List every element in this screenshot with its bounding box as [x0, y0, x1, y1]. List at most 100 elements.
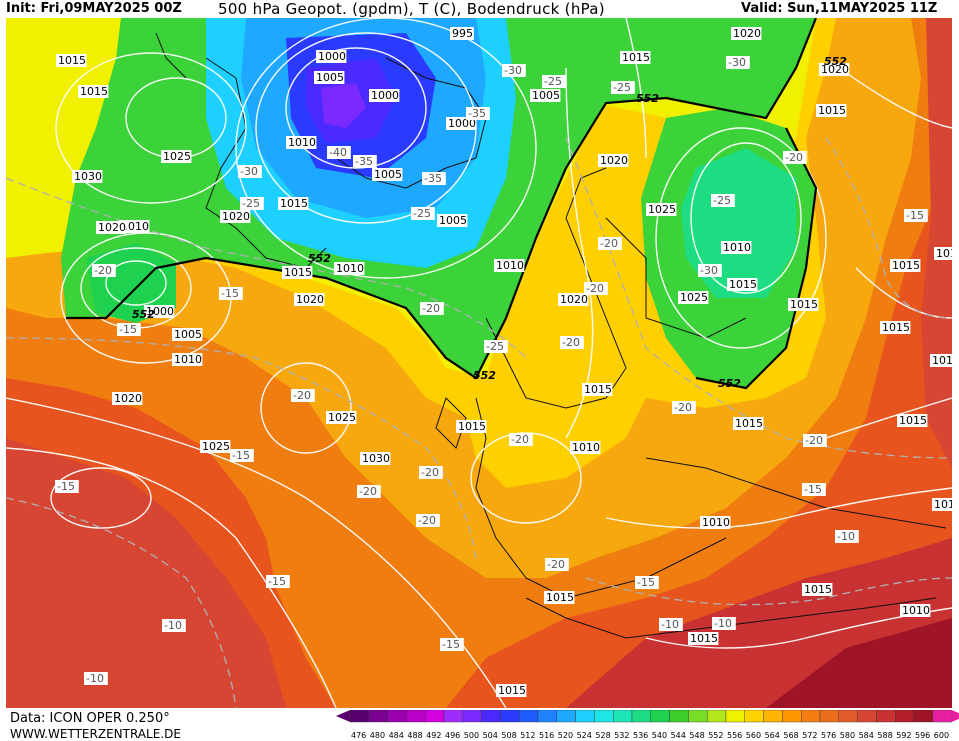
temperature-label: -15: [119, 323, 137, 336]
pressure-label: 1015: [284, 266, 312, 279]
scale-tick-label: 520: [558, 731, 573, 740]
temperature-label: -35: [468, 107, 486, 120]
pressure-label: 1020: [821, 63, 849, 76]
scale-tick-label: 544: [671, 731, 686, 740]
temperature-label: -20: [418, 514, 436, 527]
pressure-label-bg: [72, 170, 103, 183]
pressure-label: 1015: [622, 51, 650, 64]
temperature-label: -20: [359, 485, 377, 498]
geopotential-label: 552: [308, 252, 331, 265]
pressure-label: 1010: [572, 441, 600, 454]
website-credit: WWW.WETTERZENTRALE.DE: [10, 727, 181, 741]
pressure-label: 1010: [723, 241, 751, 254]
scale-tick-label: 508: [501, 731, 516, 740]
temperature-label: -25: [713, 194, 731, 207]
scale-swatch: [537, 710, 557, 723]
scale-swatch: [801, 710, 821, 723]
pressure-label: 1030: [362, 452, 390, 465]
scale-tick-label: 532: [614, 731, 629, 740]
temperature-label: -20: [547, 558, 565, 571]
scale-tick-label: 516: [539, 731, 554, 740]
scale-swatch: [725, 710, 745, 723]
temperature-label-bg: [230, 449, 254, 462]
scale-tick-label: 536: [633, 731, 648, 740]
temperature-label-bg: [92, 264, 116, 277]
pressure-label-bg: [172, 353, 203, 366]
temperature-label: -20: [293, 389, 311, 402]
scale-swatch: [594, 710, 614, 723]
pressure-label: 1010: [934, 498, 952, 511]
temperature-label: -10: [86, 672, 104, 685]
pressure-label: 1000: [318, 50, 346, 63]
temperature-label-bg: [711, 194, 735, 207]
temperature-label: -30: [504, 64, 522, 77]
pressure-label-bg: [688, 632, 719, 645]
scale-swatch: [707, 710, 727, 723]
pressure-label-bg: [56, 54, 87, 67]
pressure-label-bg: [890, 259, 921, 272]
scale-tick-label: 576: [821, 731, 836, 740]
geopotential-label: 552: [718, 377, 741, 390]
pressure-label: 995: [452, 27, 473, 40]
pressure-label: 1005: [174, 328, 202, 341]
pressure-label-bg: [802, 583, 833, 596]
temperature-label-bg: [420, 302, 444, 315]
temperature-label-bg: [783, 151, 807, 164]
pressure-label: 1000: [371, 89, 399, 102]
pressure-label-bg: [731, 27, 762, 40]
temperature-label: -35: [355, 155, 373, 168]
scale-tick-label: 504: [483, 731, 498, 740]
temperature-label-bg: [835, 530, 859, 543]
pressure-label-bg: [819, 63, 850, 76]
temperature-label-bg: [584, 282, 608, 295]
pressure-label: 1015: [690, 632, 718, 645]
temperature-label-bg: [416, 514, 440, 527]
pressure-label-bg: [172, 328, 203, 341]
scale-tick-label: 480: [370, 731, 385, 740]
pressure-label-bg: [678, 291, 709, 304]
temperature-label: -30: [728, 56, 746, 69]
pressure-label: 1015: [584, 383, 612, 396]
pressure-label: 1020: [98, 221, 126, 234]
pressure-label-bg: [932, 498, 952, 511]
pressure-label-bg: [494, 259, 525, 272]
pressure-label-bg: [646, 203, 677, 216]
temperature-label-bg: [466, 107, 490, 120]
temperature-label: -10: [714, 617, 732, 630]
scale-swatch: [500, 710, 520, 723]
pressure-label: 1015: [58, 54, 86, 67]
violet-core: [321, 83, 366, 128]
pressure-label-bg: [934, 247, 952, 260]
temperature-label: -15: [57, 480, 75, 493]
header-bar: Init: Fri,09MAY2025 00Z 500 hPa Geopot. …: [0, 0, 959, 18]
pressure-label-bg: [788, 298, 819, 311]
pressure-label: 1005: [374, 168, 402, 181]
scale-swatch: [481, 710, 501, 723]
temperature-label-bg: [357, 485, 381, 498]
pressure-label: 1010: [121, 220, 149, 233]
temperature-label: -25: [242, 197, 260, 210]
scale-swatch: [688, 710, 708, 723]
pressure-label-bg: [437, 214, 468, 227]
temperature-label-bg: [635, 576, 659, 589]
temperature-label: -10: [164, 619, 182, 632]
pressure-label-bg: [446, 117, 477, 130]
temperature-label: -15: [906, 209, 924, 222]
pressure-label: 1015: [458, 420, 486, 433]
temperature-label: -25: [544, 75, 562, 88]
pressure-label-bg: [930, 354, 952, 367]
scale-swatch: [631, 710, 651, 723]
pressure-label-bg: [112, 392, 143, 405]
geopotential-label: 552: [473, 369, 496, 382]
temperature-label-bg: [904, 209, 928, 222]
temperature-label-bg: [55, 480, 79, 493]
temperature-label: -20: [511, 433, 529, 446]
temperature-label: -20: [805, 434, 823, 447]
pressure-label: 1025: [680, 291, 708, 304]
pressure-label-bg: [78, 85, 109, 98]
pressure-label-bg: [161, 150, 192, 163]
pressure-label: 1020: [222, 210, 250, 223]
darkred-se: [766, 618, 952, 708]
pressure-label-bg: [200, 440, 231, 453]
temperature-label-bg: [240, 197, 264, 210]
